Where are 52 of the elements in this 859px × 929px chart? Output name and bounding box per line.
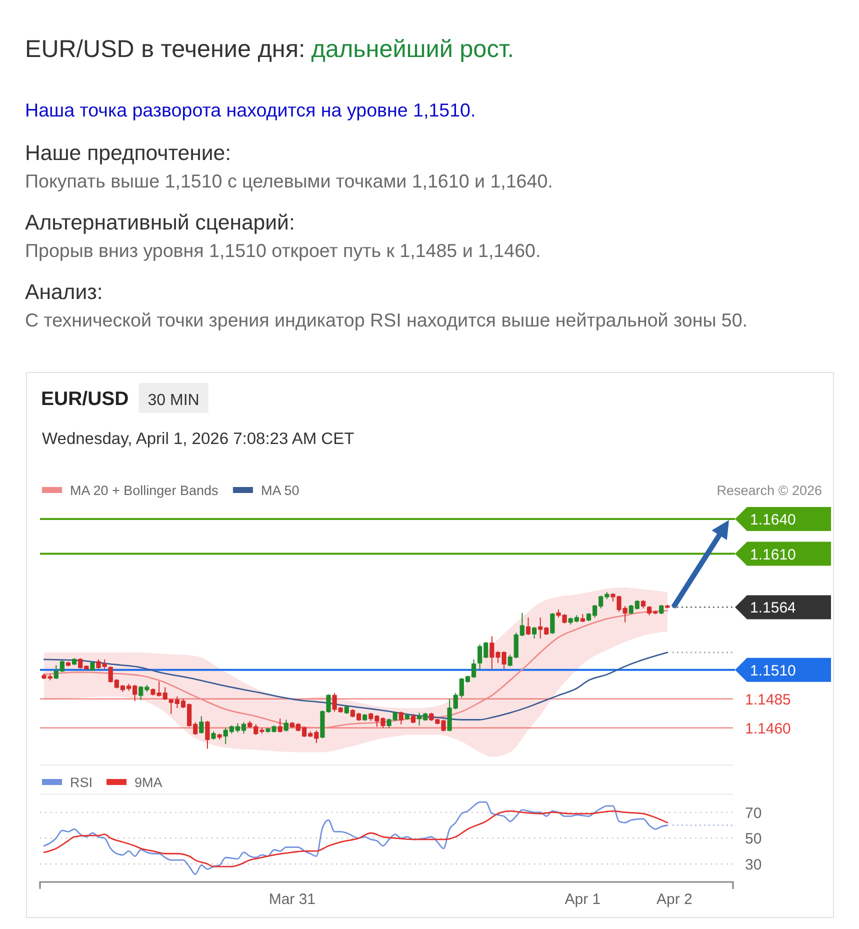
text: Альтернативный сценарий:	[25, 210, 295, 234]
text: Research © 2026	[716, 483, 822, 498]
legend-label: 9MA	[134, 775, 162, 790]
candlestick	[526, 617, 531, 636]
candlestick	[199, 716, 204, 734]
candlestick	[398, 711, 404, 725]
text: дальнейший рост.	[311, 36, 514, 63]
candlestick	[284, 719, 288, 732]
ref-line-label: 1.1640	[750, 512, 796, 528]
x-tick-label: Apr 1	[564, 891, 601, 908]
candlestick	[66, 661, 71, 667]
text: EUR/USD в течение дня:	[25, 36, 306, 63]
ref-line-label: 1.1510	[750, 662, 796, 680]
x-tick-label: Mar 31	[268, 891, 316, 908]
text: Наша точка разворота находится на уровне 1,1510.	[25, 100, 476, 120]
legend-label: RSI	[70, 775, 93, 790]
candlestick	[665, 604, 670, 609]
line-series	[43, 801, 668, 875]
y-tick-label: 70	[745, 804, 762, 822]
y-tick-label: 30	[745, 856, 762, 874]
candlestick	[362, 713, 368, 722]
text: Прорыв вниз уровня 1,1510 откроет путь к 1,1485 и 1,1460.	[25, 240, 541, 261]
candlestick	[640, 600, 646, 609]
ref-line-label: 1.1564	[750, 600, 796, 617]
y-tick-label: 50	[745, 830, 762, 848]
candlestick	[72, 658, 77, 666]
ref-line-label: 1.1460	[745, 720, 791, 738]
candlestick	[278, 718, 282, 734]
candlestick	[344, 705, 349, 714]
text: Наше предпочтение:	[25, 141, 232, 165]
candlestick	[90, 661, 95, 672]
text: Покупать выше 1,1510 с целевыми точками 1,1610 и 1,1640.	[25, 170, 553, 192]
chart-subtitle: 30 MIN	[148, 392, 200, 409]
candlestick	[532, 626, 537, 640]
candlestick	[659, 604, 664, 615]
chart-title: EUR/USD	[41, 388, 129, 410]
candlestick	[404, 713, 410, 720]
candlestick	[550, 612, 555, 634]
candlestick	[410, 713, 416, 724]
text: Анализ:	[25, 280, 103, 304]
text: Wednesday, April 1, 2026 7:08:23 AM CET	[42, 430, 354, 448]
ref-line-label: 1.1485	[745, 691, 791, 708]
candlestick	[580, 614, 585, 623]
legend-label: MA 20 + Bollinger Bands	[70, 483, 218, 498]
candlestick	[205, 720, 210, 750]
text: Apr 2	[656, 891, 692, 908]
text: С технической точки зрения индикатор RSI находится выше нейтральной зоны 50.	[25, 310, 748, 330]
line-series	[43, 810, 668, 868]
legend-label: MA 50	[260, 483, 300, 498]
candlestick	[211, 730, 216, 740]
ref-line-label: 1.1610	[750, 546, 796, 564]
candlestick	[217, 733, 222, 740]
